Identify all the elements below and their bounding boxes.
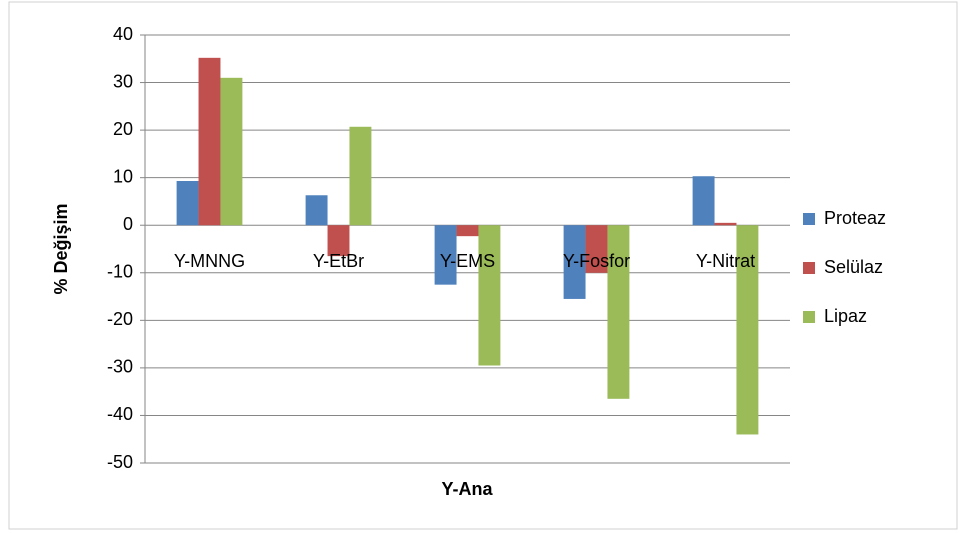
x-tick-label: Y-EMS: [440, 251, 495, 271]
y-axis-title: % Değişim: [51, 203, 71, 294]
legend-label: Selülaz: [824, 257, 883, 277]
x-tick-label: Y-Nitrat: [696, 251, 755, 271]
bar: [585, 225, 608, 273]
y-tick-label: -30: [107, 357, 133, 377]
x-tick-label: Y-MNNG: [174, 251, 245, 271]
bar: [434, 225, 457, 285]
bar: [198, 57, 221, 226]
bar: [327, 225, 350, 257]
x-axis-title: Y-Ana: [441, 479, 493, 499]
bar: [176, 180, 199, 226]
y-tick-label: 0: [123, 214, 133, 234]
legend-label: Proteaz: [824, 208, 886, 228]
y-tick-label: -20: [107, 309, 133, 329]
x-tick-label: Y-EtBr: [313, 251, 364, 271]
bar: [220, 77, 243, 226]
bar: [692, 176, 715, 226]
bar: [349, 126, 372, 226]
bar: [736, 225, 759, 435]
legend-swatch: [803, 213, 815, 225]
y-tick-label: 30: [113, 71, 133, 91]
y-tick-label: 40: [113, 24, 133, 44]
y-tick-label: -50: [107, 452, 133, 472]
y-tick-label: 20: [113, 119, 133, 139]
legend-label: Lipaz: [824, 306, 867, 326]
legend-swatch: [803, 262, 815, 274]
legend-swatch: [803, 311, 815, 323]
x-tick-label: Y-Fosfor: [563, 251, 630, 271]
bar: [607, 225, 630, 399]
bar: [456, 225, 479, 237]
y-tick-label: -10: [107, 262, 133, 282]
bar: [478, 225, 501, 366]
bar: [305, 195, 328, 226]
bar: [563, 225, 586, 299]
bar: [714, 222, 737, 226]
y-tick-label: 10: [113, 166, 133, 186]
y-tick-label: -40: [107, 404, 133, 424]
